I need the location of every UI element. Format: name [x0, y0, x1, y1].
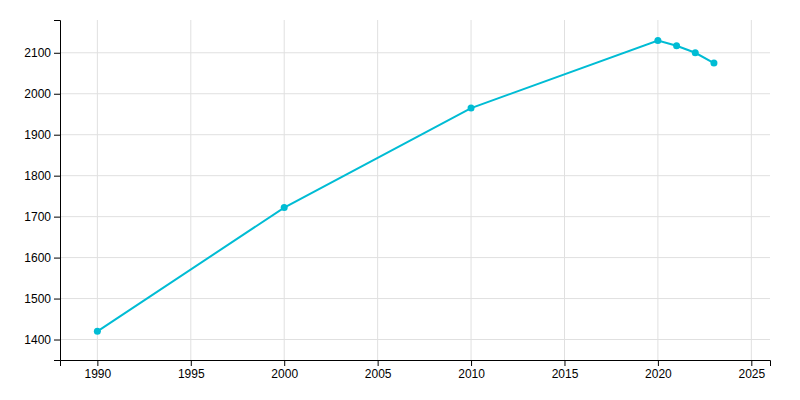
- tick-label: 1995: [178, 367, 205, 381]
- axis-line: [61, 361, 771, 367]
- grid-line: [60, 257, 770, 258]
- grid-line: [190, 20, 191, 360]
- tick: 1990: [85, 360, 112, 381]
- tick: 1600: [24, 251, 60, 265]
- tick: 2005: [365, 360, 392, 381]
- tick-mark: [564, 360, 565, 366]
- tick-mark: [54, 299, 60, 300]
- tick-label: 2020: [645, 367, 672, 381]
- tick-label: 2000: [271, 367, 298, 381]
- data: [94, 37, 718, 335]
- grid-line: [657, 20, 658, 360]
- tick-label: 1700: [24, 210, 51, 224]
- grid-line: [60, 175, 770, 176]
- tick-mark: [658, 360, 659, 366]
- axis-line: [54, 21, 61, 361]
- tick: 1900: [24, 128, 60, 142]
- grid-line: [60, 339, 770, 340]
- tick: 2000: [271, 360, 298, 381]
- tick-label: 2015: [552, 367, 579, 381]
- tick: 2020: [645, 360, 672, 381]
- point: [654, 37, 661, 44]
- tick-label: 1500: [24, 292, 51, 306]
- grid-line: [60, 216, 770, 217]
- line: [97, 40, 714, 331]
- grid-line: [97, 20, 98, 360]
- tick: 2025: [738, 360, 765, 381]
- tick-mark: [378, 360, 379, 366]
- x-axis: 1990 1995 2000 2005 2010 2015 2020 2025: [61, 360, 771, 381]
- tick-label: 2010: [458, 367, 485, 381]
- tick-label: 1990: [85, 367, 112, 381]
- tick: 2010: [458, 360, 485, 381]
- chart: 1990 1995 2000 2005 2010 2015 2020 2025 1400 1500…: [0, 0, 800, 400]
- tick-mark: [54, 176, 60, 177]
- tick-mark: [751, 360, 752, 366]
- tick-label: 2100: [24, 46, 51, 60]
- y-axis: 1400 1500 1600 1700 1800 1900 2000 2100: [24, 21, 60, 361]
- point: [710, 60, 717, 67]
- grid-line: [60, 134, 770, 135]
- tick: 2000: [24, 87, 60, 101]
- tick-label: 1400: [24, 333, 51, 347]
- tick-label: 2025: [738, 367, 765, 381]
- tick-label: 1600: [24, 251, 51, 265]
- grid-line: [751, 20, 752, 360]
- grid-line: [377, 20, 378, 360]
- grid-line: [564, 20, 565, 360]
- tick-mark: [54, 94, 60, 95]
- tick-mark: [54, 340, 60, 341]
- tick-mark: [54, 53, 60, 54]
- tick-mark: [54, 135, 60, 136]
- grid-line: [60, 298, 770, 299]
- grid-line: [60, 52, 770, 53]
- point: [468, 105, 475, 112]
- grid-line: [60, 93, 770, 94]
- tick: 1500: [24, 292, 60, 306]
- tick-mark: [54, 217, 60, 218]
- tick: 1400: [24, 333, 60, 347]
- tick: 1800: [24, 169, 60, 183]
- grid-line: [471, 20, 472, 360]
- grid: [60, 20, 770, 360]
- tick: 2015: [552, 360, 579, 381]
- point: [94, 328, 101, 335]
- tick: 2100: [24, 46, 60, 60]
- tick-mark: [97, 360, 98, 366]
- tick-label: 1800: [24, 169, 51, 183]
- point: [281, 204, 288, 211]
- tick-label: 2000: [24, 87, 51, 101]
- tick-mark: [191, 360, 192, 366]
- point: [673, 42, 680, 49]
- tick-mark: [471, 360, 472, 366]
- plot: 1990 1995 2000 2005 2010 2015 2020 2025 1400 1500…: [24, 20, 770, 381]
- tick-label: 1900: [24, 128, 51, 142]
- tick-mark: [54, 258, 60, 259]
- point: [692, 49, 699, 56]
- tick-label: 2005: [365, 367, 392, 381]
- tick: 1995: [178, 360, 205, 381]
- tick: 1700: [24, 210, 60, 224]
- grid-line: [284, 20, 285, 360]
- tick-mark: [284, 360, 285, 366]
